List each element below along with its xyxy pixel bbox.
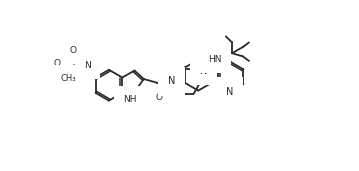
Text: O: O: [156, 93, 163, 102]
Text: N: N: [168, 76, 175, 86]
Text: N: N: [225, 87, 233, 97]
Text: O: O: [53, 59, 61, 68]
Text: N: N: [84, 61, 91, 70]
Text: HN: HN: [208, 55, 222, 64]
Text: CH₃: CH₃: [61, 74, 76, 83]
Text: N: N: [200, 65, 208, 76]
Text: O: O: [70, 46, 77, 55]
Text: NH: NH: [123, 95, 137, 104]
Text: S: S: [69, 59, 75, 69]
Text: H: H: [81, 61, 88, 70]
